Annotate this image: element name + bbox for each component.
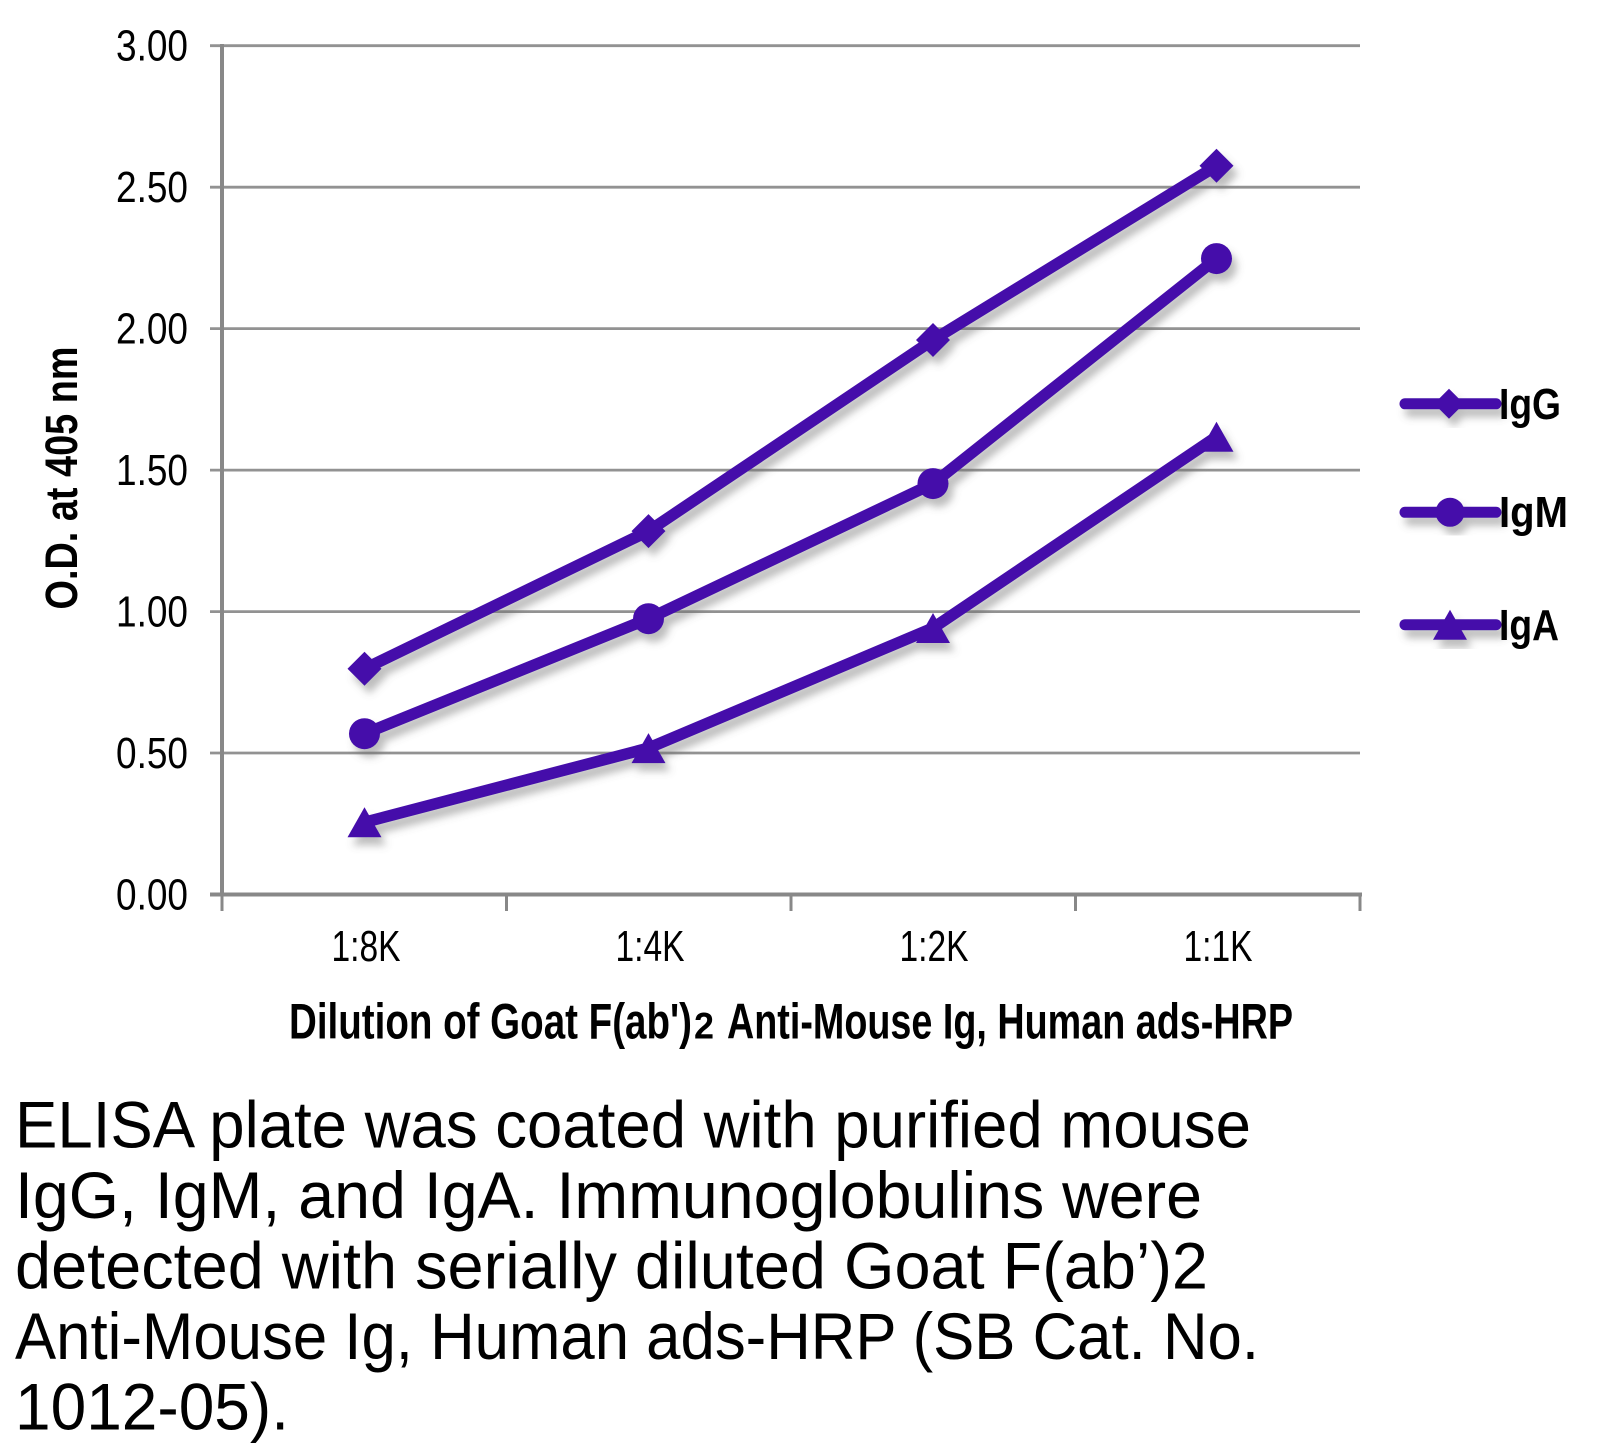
svg-text:1.50: 1.50	[116, 446, 188, 495]
svg-text:0.50: 0.50	[116, 729, 188, 778]
svg-text:IgA: IgA	[1499, 601, 1559, 650]
svg-text:2.50: 2.50	[116, 163, 188, 212]
svg-text:0.00: 0.00	[116, 871, 188, 920]
svg-text:3.00: 3.00	[116, 22, 188, 71]
svg-text:1012-05).: 1012-05).	[15, 1370, 289, 1444]
svg-text:1:4K: 1:4K	[616, 922, 685, 971]
svg-text:Anti-Mouse Ig, Human ads-HRP (: Anti-Mouse Ig, Human ads-HRP (SB Cat. No…	[15, 1299, 1259, 1373]
svg-text:1:2K: 1:2K	[900, 922, 969, 971]
svg-text:ELISA plate was coated with pu: ELISA plate was coated with purified mou…	[15, 1088, 1251, 1162]
svg-text:detected with serially diluted: detected with serially diluted Goat F(ab…	[15, 1229, 1208, 1303]
svg-text:2.00: 2.00	[116, 305, 188, 354]
svg-text:1.00: 1.00	[116, 588, 188, 637]
svg-text:1:8K: 1:8K	[332, 922, 401, 971]
svg-text:1:1K: 1:1K	[1184, 922, 1253, 971]
svg-text:IgG, IgM, and IgA. Immunoglob: IgG, IgM, and IgA. Immunoglobulins were	[15, 1158, 1202, 1232]
svg-text:Anti-Mouse Ig, Human ads-HRP: Anti-Mouse Ig, Human ads-HRP	[727, 994, 1293, 1050]
svg-text:O.D. at 405 nm: O.D. at 405 nm	[36, 347, 87, 610]
svg-text:IgG: IgG	[1499, 380, 1561, 429]
svg-text:Dilution of Goat F(ab'): Dilution of Goat F(ab')	[289, 994, 692, 1050]
svg-text:IgM: IgM	[1499, 488, 1568, 537]
svg-text:2: 2	[694, 1006, 714, 1047]
